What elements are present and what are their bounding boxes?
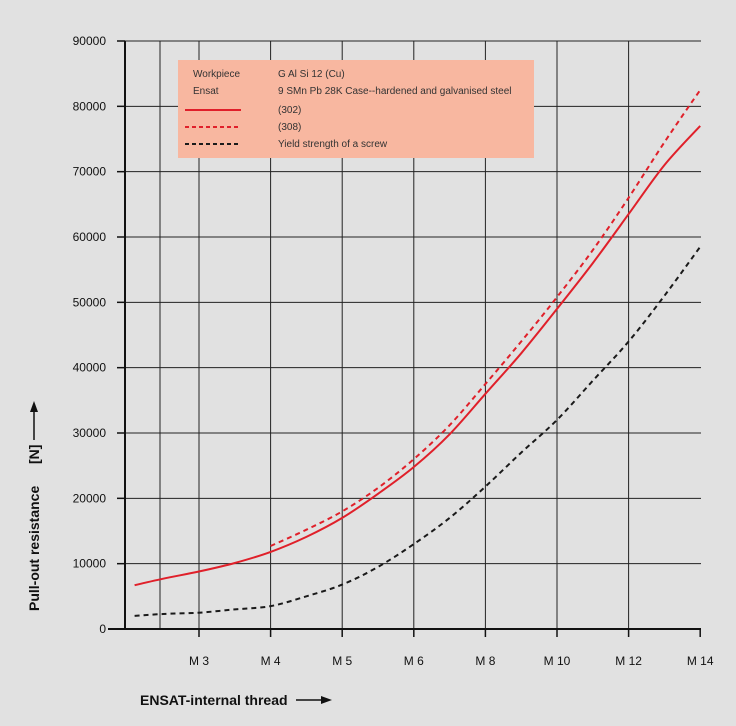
legend-ensat-label: Ensat [193,86,219,97]
x-tick-label: M 4 [261,654,281,668]
data-series [134,89,702,617]
x-tick-label: M 3 [189,654,209,668]
y-tick-labels: 0 10000 20000 30000 40000 50000 60000 70000 8000… [73,34,107,636]
series-line-0 [134,125,701,587]
y-tick-label: 0 [99,622,106,636]
legend-label-308: (308) [278,122,301,133]
legend-header-workpiece: Workpiece [193,69,240,80]
y-axis-unit: [N] [26,445,42,464]
y-tick-label: 60000 [73,230,107,244]
legend-ensat-material: 9 SMn Pb 28K Case--hardened and galvanis… [278,86,511,97]
legend: Workpiece G Al Si 12 (Cu) Ensat 9 SMn Pb… [178,60,534,158]
y-tick-label: 10000 [73,557,107,571]
y-tick-label: 40000 [73,361,107,375]
y-tick-label: 20000 [73,491,107,505]
series-line-2 [134,246,702,617]
legend-label-yield: Yield strength of a screw [278,139,388,150]
x-tick-label: M 6 [404,654,424,668]
axes [108,40,701,637]
y-axis-arrow [30,401,38,440]
y-axis-label: Pull-out resistance [26,486,42,611]
x-axis-arrow [296,696,332,704]
x-tick-label: M 8 [475,654,495,668]
y-tick-label: 80000 [73,99,107,113]
x-tick-label: M 5 [332,654,352,668]
x-tick-label: M 12 [615,654,642,668]
x-tick-label: M 10 [544,654,571,668]
x-tick-label: M 14 [687,654,714,668]
y-tick-label: 50000 [73,295,107,309]
legend-header-material: G Al Si 12 (Cu) [278,69,345,80]
y-tick-label: 70000 [73,165,107,179]
y-tick-label: 90000 [73,34,107,48]
legend-label-302: (302) [278,105,301,116]
x-axis-label: ENSAT-internal thread [140,692,288,708]
x-tick-labels: M 3 M 4 M 5 M 6 M 8 M 10 M 12 M 14 [189,654,714,668]
series-line-1 [270,89,702,547]
y-tick-label: 30000 [73,426,107,440]
